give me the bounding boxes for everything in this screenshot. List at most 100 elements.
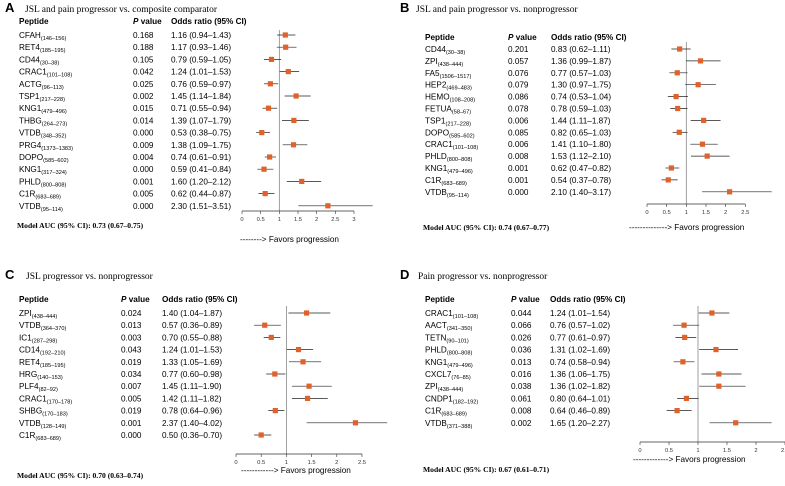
odds-ratio-marker [268, 56, 275, 62]
odds-ratio-text: 1.36 (0.99–1.87) [551, 57, 611, 66]
odds-ratio-text: 0.59 (0.41–0.84) [171, 165, 231, 174]
p-value: 0.013 [511, 358, 532, 367]
x-tick-label: 2 [754, 448, 757, 454]
peptide-label: CNDP1(182–192) [425, 394, 478, 405]
favors-progression-label: --------------> Favors progression [629, 223, 745, 232]
p-value: 0.009 [133, 141, 154, 150]
x-tick-label: 1 [696, 448, 699, 454]
odds-ratio-text: 1.30 (0.97–1.75) [551, 81, 611, 90]
odds-ratio-text: 1.42 (1.11–1.82) [162, 394, 222, 403]
peptide-label: CD44(30–38) [425, 45, 465, 56]
odds-ratio-text: 1.24 (1.01–1.53) [171, 68, 231, 77]
odds-ratio-text: 0.78 (0.64–0.96) [162, 407, 222, 416]
header-peptide: Peptide [19, 17, 49, 26]
p-value: 0.002 [511, 419, 532, 428]
odds-ratio-marker [325, 203, 331, 209]
p-value: 0.008 [511, 407, 532, 416]
odds-ratio-marker [716, 383, 722, 389]
odds-ratio-text: 1.40 (1.04–1.87) [162, 309, 222, 318]
p-value: 0.003 [121, 333, 142, 342]
p-value: 0.042 [133, 68, 154, 77]
odds-ratio-text: 0.77 (0.60–0.98) [162, 370, 222, 379]
model-auc: Model AUC (95% CI): 0.70 (0.63–0.74) [17, 471, 144, 480]
odds-ratio-marker [262, 322, 268, 328]
odds-ratio-text: 1.45 (1.11–1.90) [162, 382, 222, 391]
x-tick-label: 0 [234, 460, 237, 466]
panel-c: C JSL progressor vs. nonprogressor Peptide… [5, 267, 388, 480]
odds-ratio-text: 0.74 (0.61–0.91) [171, 153, 231, 162]
peptide-label: VTDB(364–370) [19, 321, 66, 332]
model-auc: Model AUC (95% CI): 0.73 (0.67–0.75) [17, 221, 144, 230]
odds-ratio-text: 1.33 (1.05–1.69) [162, 358, 222, 367]
peptide-label: C1R(683–689) [19, 431, 61, 442]
panel-letter: A [5, 0, 15, 15]
odds-ratio-text: 1.16 (0.94–1.43) [171, 31, 231, 40]
p-value: 0.008 [508, 152, 529, 161]
peptide-label: C1R(683–689) [425, 176, 467, 187]
peptide-label: RET4(185–195) [19, 358, 66, 369]
odds-ratio-text: 0.83 (0.62–1.11) [551, 45, 611, 54]
odds-ratio-text: 0.78 (0.59–1.03) [551, 105, 611, 114]
odds-ratio-text: 2.10 (1.40–3.17) [551, 188, 611, 197]
odds-ratio-text: 0.77 (0.57–1.03) [551, 69, 611, 78]
peptide-label: CXCL7(76–85) [425, 370, 471, 381]
peptide-label: TETN(90–101) [425, 333, 469, 344]
peptide-label: CRAC1(101–108) [425, 309, 478, 320]
p-value: 0.006 [508, 116, 529, 125]
peptide-label: KNG1(317–324) [19, 165, 67, 176]
x-tick-label: 2.5 [331, 217, 339, 223]
odds-ratio-marker [673, 94, 679, 100]
odds-ratio-text: 1.65 (1.20–2.27) [550, 419, 610, 428]
p-value: 0.001 [508, 176, 529, 185]
x-tick-label: 1.5 [702, 210, 710, 216]
peptide-label: HEP2(469–483) [425, 81, 472, 92]
peptide-label: AACT(341–350) [425, 321, 472, 332]
panel-a: A JSL and pain progressor vs. composite c… [5, 0, 373, 244]
p-value: 0.026 [511, 333, 532, 342]
odds-ratio-marker [709, 310, 715, 316]
odds-ratio-marker [268, 334, 274, 340]
peptide-label: C1R(683–689) [425, 407, 467, 418]
p-value: 0.034 [121, 370, 142, 379]
header-odds-ratio: Odds ratio (95% CI) [171, 17, 247, 26]
p-value: 0.079 [508, 81, 529, 90]
peptide-label: KNG1(479–496) [425, 164, 473, 175]
odds-ratio-marker [262, 191, 268, 197]
p-value: 0.002 [133, 92, 154, 101]
peptide-label: PHLD(800–808) [425, 346, 472, 357]
x-tick-label: 0.5 [665, 448, 673, 454]
header-odds-ratio: Odds ratio (95% CI) [162, 295, 238, 304]
panel-letter: D [400, 267, 409, 282]
odds-ratio-marker [290, 142, 297, 148]
odds-ratio-marker [258, 432, 264, 438]
peptide-label: IC1(287–298) [19, 333, 57, 344]
p-value: 0.005 [133, 190, 154, 199]
odds-ratio-marker [716, 371, 722, 377]
p-value: 0.015 [133, 104, 154, 113]
peptide-label: PHLD(800–808) [425, 152, 472, 163]
p-value: 0.085 [508, 128, 529, 137]
odds-ratio-marker [697, 58, 704, 64]
odds-ratio-marker [674, 70, 680, 76]
odds-ratio-marker [261, 166, 267, 172]
odds-ratio-marker [727, 189, 733, 195]
header-pvalue: P value [133, 17, 162, 26]
panel-title: JSL progressor vs. nonprogressor [26, 272, 154, 282]
p-value: 0.007 [121, 382, 142, 391]
peptide-label: SHBG(170–183) [19, 407, 68, 418]
x-tick-label: 2.5 [741, 210, 749, 216]
peptide-label: CRAC1(170–178) [19, 394, 72, 405]
odds-ratio-marker [300, 359, 306, 365]
peptide-label: ZPI(438–444) [19, 309, 57, 320]
odds-ratio-marker [683, 395, 689, 401]
p-value: 0.061 [511, 394, 532, 403]
odds-ratio-marker [733, 420, 739, 426]
odds-ratio-marker [665, 177, 671, 183]
panel-d: D Pain progressor vs. nonprogressor Peptid… [400, 267, 785, 474]
x-tick-label: 2 [315, 217, 318, 223]
favors-progression-label: ------------> Favors progression [241, 466, 351, 475]
x-tick-label: 1 [685, 210, 688, 216]
odds-ratio-text: 0.71 (0.55–0.94) [171, 104, 231, 113]
odds-ratio-text: 1.44 (1.11–1.87) [551, 116, 611, 125]
odds-ratio-marker [303, 310, 310, 316]
